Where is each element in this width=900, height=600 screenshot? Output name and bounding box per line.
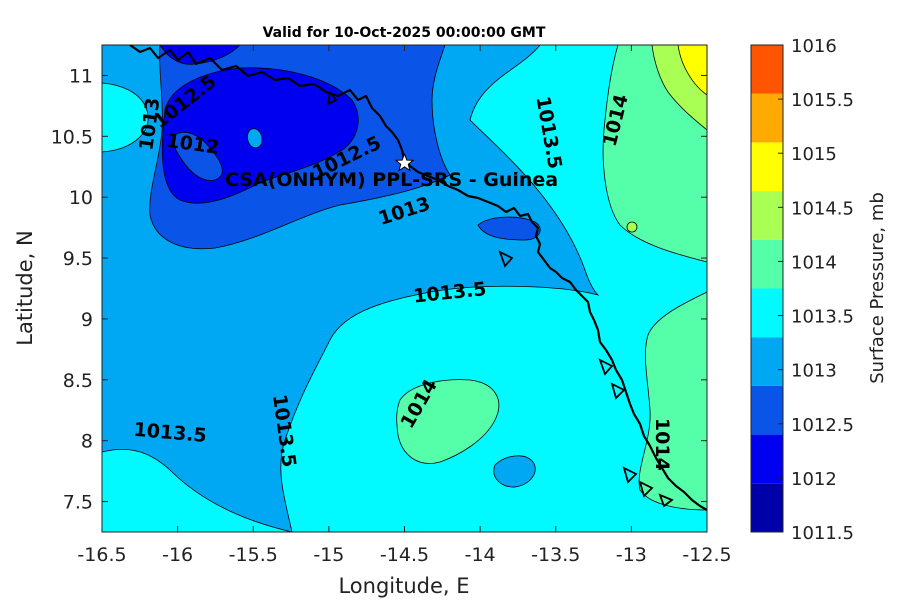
colorbar-tick-label: 1015 — [791, 144, 837, 165]
colorbar-frame — [750, 44, 784, 533]
station-marker-group: CSA(ONHYM) PPL-SRS - Guinea — [225, 152, 558, 191]
colorbar-tick-label: 1012.5 — [791, 415, 854, 436]
colorbar-segment — [751, 288, 783, 338]
x-tick-label: -15.5 — [229, 544, 278, 566]
colorbar-segment — [751, 191, 783, 240]
y-tick-label: 8 — [81, 431, 93, 453]
coastline-islands — [326, 89, 674, 508]
x-axis-label: Longitude, E — [338, 574, 469, 598]
colorbar-tick-label: 1014.5 — [791, 198, 854, 219]
colorbar-segment — [751, 45, 783, 94]
pressure-band-1013-left — [102, 82, 149, 153]
x-tick-label: -16.5 — [77, 544, 126, 566]
y-tick-label: 8.5 — [63, 370, 93, 392]
colorbar-tick-label: 1014 — [791, 252, 837, 273]
colorbar-segment — [751, 93, 783, 143]
pressure-band-1014-south — [396, 379, 500, 464]
x-tick-label: -14 — [465, 544, 496, 566]
colorbar-tick-label: 1011.5 — [791, 523, 854, 544]
colorbar-segment — [751, 434, 783, 484]
colorbar-tick-label: 1013.5 — [791, 307, 854, 328]
contour-label: 1014 — [651, 418, 673, 471]
map-title: Valid for 10-Oct-2025 00:00:00 GMT — [263, 25, 546, 41]
x-axis-ticks: -16.5 -16 -15.5 -15 -14.5 -14 -13.5 -13 -12.5 — [77, 45, 732, 566]
x-tick-label: -12.5 — [682, 544, 731, 566]
y-tick-label: 10 — [69, 187, 93, 209]
y-axis-ticks: 7.5 8 8.5 9 9.5 10 10.5 11 — [51, 65, 707, 514]
y-tick-label: 9.5 — [63, 248, 93, 270]
y-tick-label: 10.5 — [51, 126, 93, 148]
colorbar-segment — [751, 385, 783, 435]
x-tick-label: -15 — [313, 544, 344, 566]
colorbar-segment — [751, 239, 783, 289]
colorbar-segment — [751, 483, 783, 532]
pressure-band-1014-southeast — [638, 291, 707, 511]
pressure-band-1014_5-dot — [626, 221, 638, 233]
y-tick-label: 7.5 — [63, 492, 93, 514]
pressure-band-1015 — [677, 45, 707, 96]
colorbar-segment — [751, 337, 783, 386]
y-tick-label: 11 — [69, 65, 93, 87]
x-tick-label: -13 — [616, 544, 647, 566]
colorbar-label: Surface Pressure, mb — [867, 192, 888, 384]
x-tick-label: -14.5 — [380, 544, 429, 566]
pressure-band-1011_5-spot — [247, 128, 263, 149]
colorbar-segment — [751, 142, 783, 192]
colorbar-tick-label: 1013 — [791, 361, 837, 382]
colorbar-tick-label: 1012 — [791, 469, 837, 490]
station-star-icon — [394, 152, 415, 172]
colorbar-tick-label: 1015.5 — [791, 90, 854, 111]
x-tick-label: -13.5 — [531, 544, 580, 566]
y-tick-label: 9 — [81, 309, 93, 331]
colorbar-tick-label: 1016 — [791, 36, 837, 57]
x-tick-label: -16 — [162, 544, 193, 566]
pressure-band-1011_5 — [172, 131, 223, 181]
pressure-band-1012_5-pocket — [477, 216, 541, 241]
station-label: CSA(ONHYM) PPL-SRS - Guinea — [225, 169, 558, 191]
map-plot-area — [102, 45, 707, 532]
y-axis-label: Latitude, N — [13, 230, 37, 346]
pressure-band-1013-spot — [493, 455, 536, 488]
coastline — [129, 45, 707, 511]
colorbar: 1011.5 1012 1012.5 1013 1013.5 1014 1014.5 1015… — [750, 36, 854, 544]
